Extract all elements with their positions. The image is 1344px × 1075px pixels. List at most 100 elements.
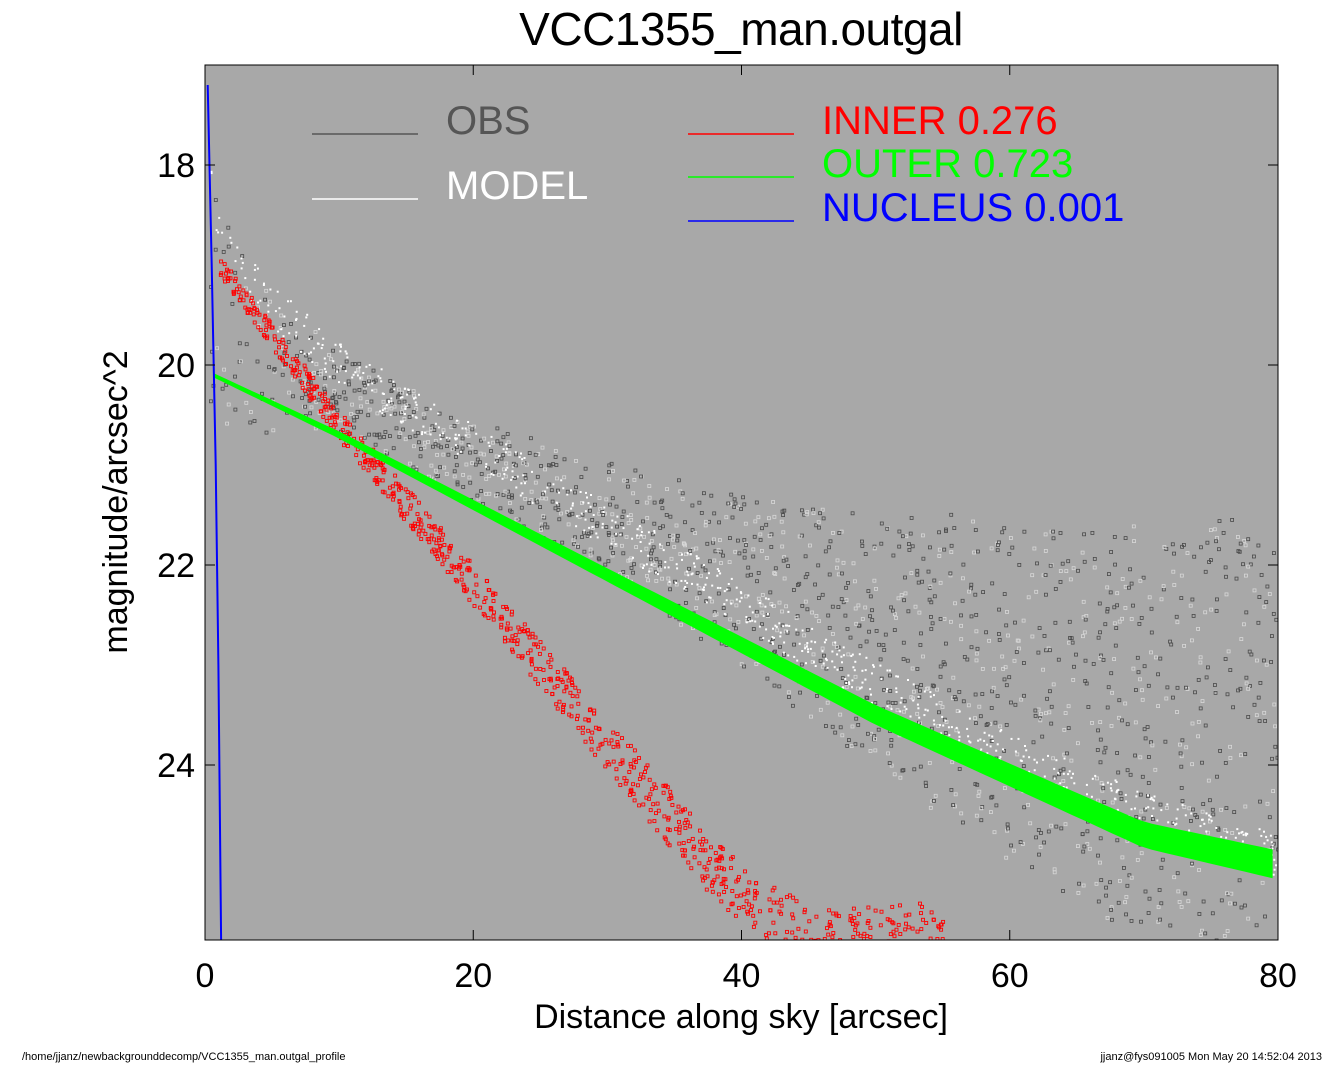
obs-point (539, 464, 543, 468)
model-point (684, 579, 687, 582)
obs-point (1224, 806, 1229, 810)
obs-point (800, 508, 804, 513)
inner-point (248, 310, 253, 315)
obs-point (658, 560, 663, 565)
model-point (570, 489, 572, 492)
inner-point (893, 951, 896, 954)
obs-point (1222, 934, 1227, 938)
inner-point (688, 811, 692, 816)
obs-point (772, 514, 777, 519)
obs-point (1117, 715, 1121, 720)
inner-point (278, 355, 282, 360)
inner-point (461, 559, 466, 564)
obs-point (995, 548, 1000, 553)
obs-point (716, 548, 721, 553)
model-point (632, 556, 634, 559)
obs-point (768, 590, 773, 595)
obs-point (1064, 569, 1069, 573)
obs-point (975, 646, 980, 651)
obs-point (1041, 573, 1046, 578)
model-point (1043, 775, 1046, 778)
obs-point (649, 539, 654, 543)
obs-point (1172, 583, 1177, 587)
inner-point (283, 362, 288, 367)
model-point (1110, 789, 1113, 792)
obs-point (610, 553, 615, 558)
obs-point (734, 603, 739, 608)
inner-point (715, 874, 720, 879)
obs-point (645, 516, 650, 520)
obs-point (1120, 718, 1124, 723)
inner-point (251, 312, 256, 317)
obs-point (1139, 919, 1143, 924)
obs-point (1140, 688, 1144, 693)
model-point (1220, 835, 1223, 838)
obs-point (814, 614, 819, 618)
obs-point (1175, 871, 1180, 876)
obs-point (889, 763, 894, 768)
model-point (445, 436, 448, 439)
inner-point (643, 770, 647, 774)
obs-point (679, 622, 683, 627)
inner-point (603, 764, 608, 769)
obs-point (1140, 774, 1145, 779)
model-point (748, 605, 751, 608)
inner-point (427, 514, 432, 519)
obs-point (730, 515, 735, 520)
model-point (811, 627, 814, 630)
model-point (334, 343, 337, 346)
obs-point (1262, 604, 1267, 609)
model-point (745, 621, 748, 624)
model-point (1135, 795, 1138, 798)
model-point (775, 625, 778, 628)
inner-point (639, 772, 643, 777)
obs-point (461, 484, 466, 489)
inner-point (580, 730, 585, 735)
obs-point (985, 722, 990, 726)
obs-point (1060, 561, 1065, 566)
obs-point (550, 499, 555, 504)
model-point (675, 581, 677, 584)
model-point (601, 526, 604, 529)
obs-point (422, 445, 427, 450)
inner-point (588, 736, 593, 741)
obs-point (504, 461, 509, 466)
obs-point (905, 658, 910, 663)
model-point (851, 679, 854, 682)
obs-point (1239, 637, 1244, 641)
obs-point (677, 478, 681, 483)
inner-point (596, 746, 601, 751)
model-point (749, 620, 752, 623)
model-point (999, 756, 1002, 758)
inner-point (592, 711, 597, 716)
obs-point (1098, 720, 1103, 724)
inner-point (472, 590, 477, 595)
obs-point (454, 463, 459, 468)
obs-point (1210, 807, 1215, 812)
obs-point (1134, 815, 1139, 819)
obs-point (803, 554, 808, 559)
obs-point (501, 453, 506, 458)
obs-point (997, 632, 1001, 636)
obs-point (991, 685, 996, 690)
model-point (640, 531, 643, 533)
obs-point (331, 364, 336, 369)
obs-point (571, 538, 576, 543)
obs-point (632, 477, 637, 482)
obs-point (629, 566, 634, 570)
inner-point (300, 380, 304, 385)
inner-point (906, 963, 909, 966)
model-point (657, 573, 659, 576)
inner-point (814, 914, 819, 919)
obs-point (742, 502, 747, 507)
model-point (411, 414, 414, 417)
inner-point (472, 604, 477, 608)
model-point (852, 666, 855, 669)
model-point (518, 456, 521, 459)
obs-point (549, 488, 554, 493)
obs-point (1254, 713, 1259, 718)
inner-point (910, 944, 913, 947)
inner-point (358, 461, 362, 466)
model-point (823, 641, 826, 644)
